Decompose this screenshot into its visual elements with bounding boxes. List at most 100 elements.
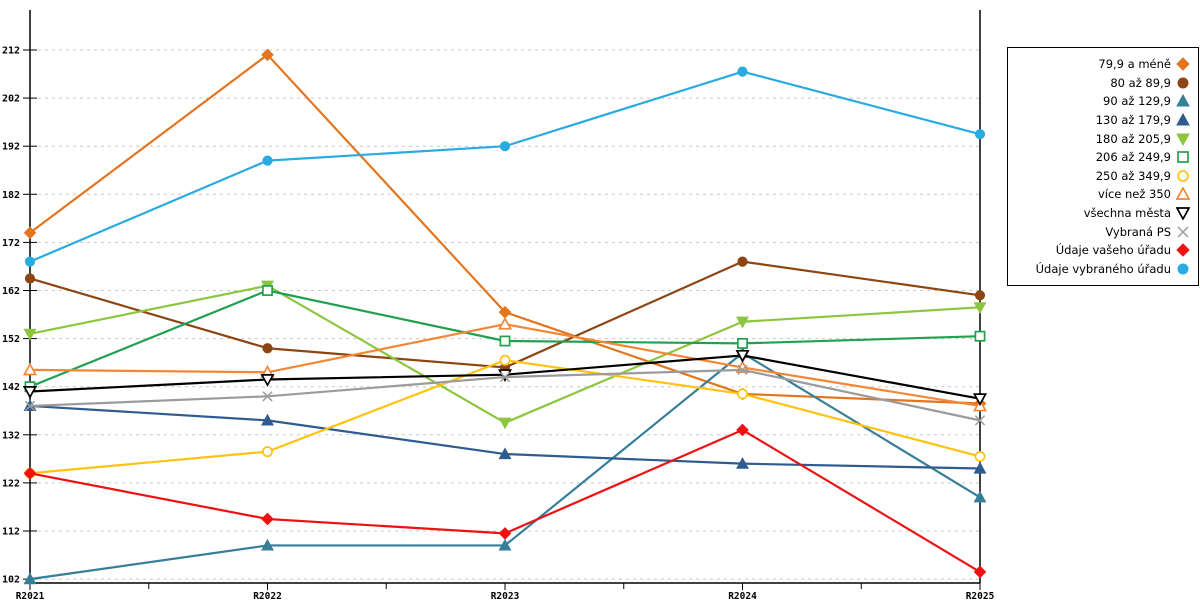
data-point-marker	[737, 256, 748, 267]
legend-label: Údaje vybraného úřadu	[1035, 261, 1171, 276]
y-tick-label: 172	[2, 238, 20, 249]
data-point-marker	[498, 538, 512, 551]
legend-item-2: 80 až 89,9	[1014, 74, 1190, 93]
data-point-marker	[262, 155, 273, 166]
legend-label: více než 350	[1097, 187, 1171, 202]
x-tick-label: R2025	[966, 591, 995, 600]
data-point-marker	[498, 527, 512, 540]
data-point-marker	[497, 316, 513, 330]
data-point-marker	[973, 490, 987, 503]
data-point-marker	[974, 330, 986, 342]
triangle-down-marker-icon	[1176, 207, 1190, 221]
data-point-marker	[23, 466, 37, 480]
legend-label: 90 až 129,9	[1103, 94, 1171, 109]
diamond-marker-icon	[1176, 243, 1190, 257]
series-2	[24, 256, 986, 373]
legend-item-6: 206 až 249,9	[1014, 148, 1190, 167]
data-point-marker	[261, 538, 274, 551]
y-tick-label: 102	[2, 575, 20, 586]
y-tick-label: 152	[2, 334, 20, 345]
data-point-marker	[737, 66, 748, 77]
data-point-marker	[736, 316, 749, 329]
y-tick-label: 202	[2, 94, 20, 105]
circle-marker-icon	[1177, 77, 1189, 89]
data-point-marker	[972, 393, 988, 407]
data-point-marker	[260, 374, 275, 387]
legend-label: 250 až 349,9	[1095, 168, 1171, 183]
x-tick-label: R2021	[16, 591, 45, 600]
x-tick-label: R2022	[253, 591, 282, 600]
data-point-marker	[973, 461, 987, 474]
legend-item-10: Vybraná PS	[1014, 222, 1190, 241]
data-point-marker	[23, 226, 37, 240]
data-point-marker	[261, 512, 274, 526]
series-10	[24, 364, 986, 426]
data-point-marker	[974, 129, 986, 140]
x-tick-label: R2023	[491, 591, 520, 600]
data-point-marker	[262, 391, 273, 402]
circle-marker-icon	[1177, 263, 1189, 275]
triangle-up-marker-icon	[1176, 113, 1190, 126]
square-marker-icon	[1177, 151, 1189, 164]
triangle-up-marker-icon	[1176, 187, 1190, 201]
y-tick-label: 182	[2, 190, 20, 201]
series-7	[24, 354, 986, 479]
x-marker-icon	[1177, 226, 1189, 238]
triangle-up-marker-icon	[1176, 94, 1190, 107]
series-5	[23, 280, 987, 430]
chart-legend: 79,9 a méně 80 až 89,9 90 až 129,9 130 až 1…	[1007, 47, 1199, 287]
series-11	[23, 423, 987, 579]
diamond-marker-icon	[1176, 57, 1190, 72]
y-tick-label: 212	[2, 46, 20, 57]
y-tick-label: 122	[2, 478, 20, 489]
legend-label: 180 až 205,9	[1095, 131, 1171, 146]
legend-label: 80 až 89,9	[1110, 75, 1171, 90]
data-point-marker	[973, 302, 987, 314]
legend-item-12: Údaje vybraného úřadu	[1014, 260, 1190, 279]
data-point-marker	[23, 328, 37, 341]
circle-marker-icon	[1177, 170, 1189, 182]
data-point-marker	[262, 343, 273, 354]
data-point-marker	[974, 290, 986, 301]
series-9	[22, 349, 988, 407]
data-point-marker	[262, 446, 273, 458]
legend-label: Vybraná PS	[1105, 224, 1171, 239]
legend-label: 130 až 179,9	[1095, 113, 1171, 128]
triangle-down-marker-icon	[1176, 133, 1190, 146]
legend-item-7: 250 až 349,9	[1014, 167, 1190, 186]
legend-item-11: Údaje vašeho úřadu	[1014, 241, 1190, 260]
x-tick-label: R2024	[728, 591, 757, 600]
series-4	[23, 399, 987, 474]
legend-item-3: 90 až 129,9	[1014, 92, 1190, 111]
legend-item-8: více než 350	[1014, 185, 1190, 204]
data-point-marker	[498, 447, 512, 460]
data-point-marker	[499, 335, 511, 347]
data-point-marker	[261, 413, 274, 426]
y-tick-label: 162	[2, 286, 20, 297]
data-point-marker	[24, 273, 36, 284]
data-point-marker	[736, 457, 749, 469]
legend-label: 79,9 a méně	[1098, 57, 1171, 72]
series-line	[29, 70, 981, 263]
legend-item-4: 130 až 179,9	[1014, 111, 1190, 130]
series-12	[24, 66, 986, 267]
data-point-marker	[736, 423, 749, 437]
y-tick-label: 142	[2, 382, 20, 393]
data-point-marker	[973, 565, 987, 579]
data-point-marker	[737, 364, 748, 375]
y-tick-label: 192	[2, 142, 20, 153]
data-point-marker	[22, 386, 38, 399]
data-point-marker	[22, 362, 38, 376]
data-point-marker	[262, 285, 273, 296]
legend-label: všechna města	[1083, 206, 1171, 221]
data-point-marker	[499, 371, 511, 383]
y-tick-label: 112	[2, 527, 20, 538]
data-point-marker	[499, 354, 511, 366]
data-point-marker	[498, 417, 512, 430]
data-point-marker	[974, 415, 986, 426]
legend-item-9: všechna města	[1014, 204, 1190, 223]
data-point-marker	[23, 572, 37, 585]
data-point-marker	[974, 450, 986, 462]
